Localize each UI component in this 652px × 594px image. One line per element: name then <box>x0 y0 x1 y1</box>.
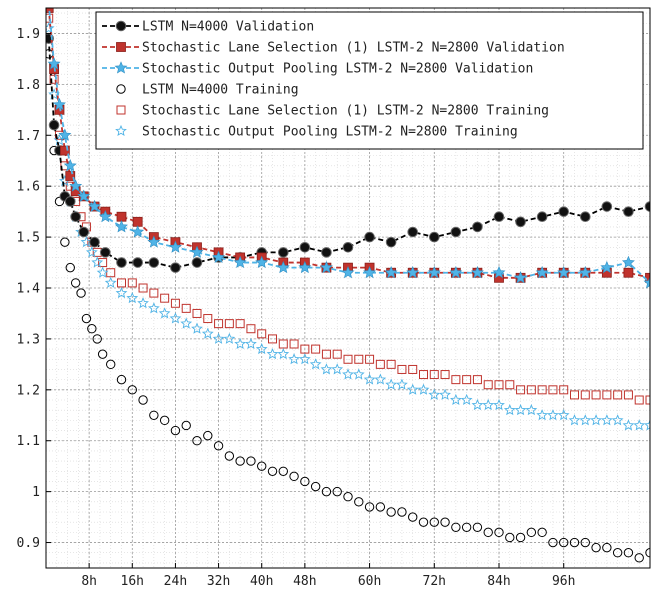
x-tick-label: 48h <box>293 574 316 589</box>
legend-label: Stochastic Lane Selection (1) LSTM-2 N=2… <box>142 104 549 119</box>
y-tick-label: 1.2 <box>17 383 40 398</box>
data-point <box>516 217 526 227</box>
x-tick-label: 32h <box>207 574 230 589</box>
data-point <box>494 212 504 222</box>
x-tick-label: 96h <box>552 574 575 589</box>
legend-label: Stochastic Output Pooling LSTM-2 N=2800 … <box>142 125 518 140</box>
x-tick-label: 8h <box>81 574 97 589</box>
data-point <box>386 237 396 247</box>
y-tick-label: 1.7 <box>17 129 40 144</box>
data-point <box>117 212 126 221</box>
x-tick-label: 72h <box>423 574 446 589</box>
data-point <box>473 222 483 232</box>
x-tick-label: 40h <box>250 574 273 589</box>
y-tick-label: 1.9 <box>17 27 40 42</box>
x-tick-label: 16h <box>121 574 144 589</box>
data-point <box>624 207 634 217</box>
data-point <box>645 202 652 212</box>
legend-item: Stochastic Lane Selection (1) LSTM-2 N=2… <box>102 41 565 56</box>
data-point <box>322 248 332 258</box>
data-point <box>278 248 288 258</box>
y-tick-label: 1.4 <box>17 282 41 297</box>
x-tick-label: 60h <box>358 574 381 589</box>
data-point <box>451 227 461 237</box>
y-tick-label: 1.6 <box>17 180 40 195</box>
data-point <box>408 227 418 237</box>
x-tick-label: 24h <box>164 574 187 589</box>
legend-item: Stochastic Output Pooling LSTM-2 N=2800 … <box>102 62 533 77</box>
data-point <box>71 212 81 222</box>
legend-label: LSTM N=4000 Training <box>142 83 299 98</box>
data-point <box>171 263 181 273</box>
data-point <box>300 242 310 252</box>
data-point <box>133 258 143 268</box>
data-point <box>580 212 590 222</box>
data-point <box>43 0 54 8</box>
legend-item: Stochastic Output Pooling LSTM-2 N=2800 … <box>116 125 517 140</box>
legend-label: Stochastic Output Pooling LSTM-2 N=2800 … <box>142 62 533 77</box>
data-point <box>537 212 547 222</box>
data-point <box>117 258 127 268</box>
y-tick-label: 1.1 <box>17 434 40 449</box>
data-point <box>49 120 59 130</box>
data-point <box>343 242 353 252</box>
y-tick-label: 1.5 <box>17 231 40 246</box>
y-tick-label: 1.3 <box>17 332 40 347</box>
data-point <box>192 258 202 268</box>
data-point <box>101 248 111 258</box>
data-point <box>90 237 100 247</box>
legend-label: Stochastic Lane Selection (1) LSTM-2 N=2… <box>142 41 565 56</box>
x-tick-label: 84h <box>487 574 510 589</box>
legend-label: LSTM N=4000 Validation <box>142 20 314 35</box>
data-point <box>133 217 142 226</box>
legend-item: Stochastic Lane Selection (1) LSTM-2 N=2… <box>117 104 549 119</box>
data-point <box>365 232 375 242</box>
data-point <box>79 227 89 237</box>
data-point <box>429 232 439 242</box>
y-tick-label: 1 <box>32 485 40 500</box>
y-tick-label: 0.9 <box>17 536 40 551</box>
legend-marker <box>117 43 126 52</box>
y-tick-label: 1.8 <box>17 78 40 93</box>
legend-item: LSTM N=4000 Training <box>117 83 299 98</box>
data-point <box>624 268 633 277</box>
data-point <box>602 202 612 212</box>
data-point <box>65 197 75 207</box>
legend-marker <box>116 21 126 31</box>
data-point <box>559 207 569 217</box>
data-point <box>149 258 159 268</box>
